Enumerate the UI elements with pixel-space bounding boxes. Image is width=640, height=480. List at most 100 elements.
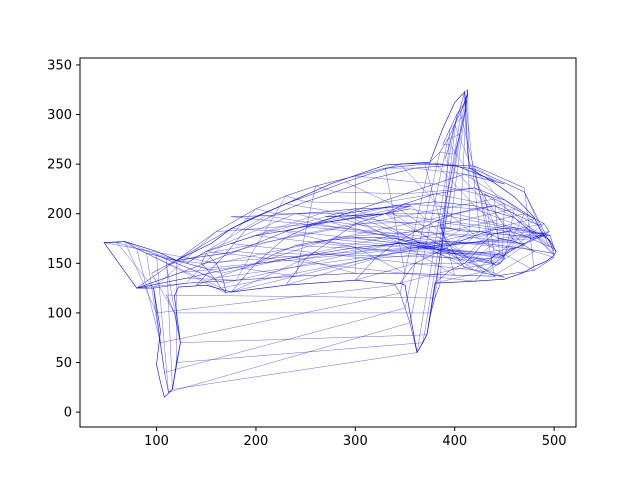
- mesh-link: [355, 175, 376, 179]
- mesh-link: [404, 203, 475, 209]
- mesh-link: [447, 134, 460, 140]
- mesh-link: [136, 248, 227, 294]
- mesh-link: [395, 238, 497, 266]
- mesh-link: [255, 208, 276, 214]
- wireframe-mesh-series: [103, 89, 557, 398]
- mesh-link: [474, 248, 515, 254]
- mesh-link: [335, 191, 406, 195]
- mesh-line-1: [136, 162, 555, 289]
- mesh-link: [500, 213, 525, 264]
- mesh-link: [459, 109, 490, 234]
- mesh-link: [385, 168, 406, 274]
- mesh-link: [494, 205, 550, 240]
- mesh-link: [206, 251, 475, 282]
- mesh-link: [295, 185, 316, 277]
- mesh-link: [146, 253, 165, 373]
- mesh-link: [449, 124, 455, 130]
- mesh-link: [414, 241, 493, 264]
- y-tick-label: 300: [47, 108, 72, 123]
- mesh-link: [454, 114, 465, 125]
- mesh-link: [285, 231, 356, 248]
- mesh-link: [474, 166, 495, 277]
- mesh-link: [426, 92, 468, 335]
- mesh-link: [416, 124, 455, 353]
- mesh-link: [206, 198, 495, 254]
- mesh-link: [439, 129, 450, 286]
- mesh-link: [434, 271, 485, 284]
- mesh-link: [474, 165, 495, 182]
- y-tick-label: 350: [47, 58, 72, 73]
- mesh-link: [325, 213, 386, 217]
- mesh-link: [315, 185, 336, 193]
- mesh-line-16: [439, 228, 535, 252]
- mesh-link: [231, 243, 485, 272]
- mesh-link: [414, 167, 465, 175]
- mesh-link: [454, 231, 480, 254]
- mesh-link: [166, 258, 173, 390]
- mesh-link: [395, 205, 445, 242]
- mesh-link: [524, 191, 550, 247]
- mesh-link: [275, 253, 491, 259]
- mesh-link: [172, 352, 418, 390]
- mesh-link: [424, 164, 455, 276]
- mesh-link: [216, 203, 505, 264]
- mesh-link: [375, 253, 435, 259]
- mesh-line-23: [484, 193, 550, 239]
- mesh-link: [355, 208, 465, 268]
- mesh-link: [484, 245, 525, 274]
- x-tick-label: 400: [442, 434, 467, 449]
- axes-frame: [79, 57, 577, 428]
- y-tick-label: 50: [55, 356, 72, 371]
- mesh-link: [502, 203, 505, 256]
- mesh-link: [434, 183, 505, 200]
- mesh-line-15: [439, 223, 505, 278]
- mesh-link: [166, 258, 207, 269]
- mesh-link: [449, 263, 495, 271]
- mesh-link: [449, 231, 470, 246]
- x-tick-label: 300: [343, 434, 368, 449]
- mesh-link: [305, 243, 396, 259]
- mesh-outline-line: [103, 91, 557, 398]
- mesh-link: [166, 253, 207, 266]
- mesh-link: [116, 242, 222, 274]
- mesh-line-6: [196, 164, 495, 286]
- mesh-link: [168, 322, 411, 393]
- mesh-link: [355, 247, 406, 274]
- mesh-link: [176, 260, 202, 264]
- mesh-line-8: [285, 187, 535, 286]
- mesh-link: [231, 216, 445, 239]
- mesh-link: [444, 230, 460, 239]
- mesh-link: [434, 193, 495, 206]
- mesh-link: [136, 248, 161, 343]
- mesh-link: [186, 278, 237, 281]
- mesh-link: [265, 215, 450, 246]
- mesh-link: [330, 213, 386, 222]
- mesh-link: [461, 99, 467, 110]
- mesh-link: [424, 163, 455, 166]
- mesh-link: [156, 255, 169, 393]
- mesh-link: [459, 233, 490, 262]
- mesh-link: [176, 342, 423, 363]
- mesh-link: [504, 199, 540, 226]
- mesh-link: [375, 193, 435, 204]
- mesh-link: [474, 169, 515, 218]
- mesh-line-20: [153, 288, 181, 393]
- y-tick-label: 150: [47, 257, 72, 272]
- mesh-link: [409, 139, 448, 323]
- y-tick-label: 100: [47, 306, 72, 321]
- mesh-link: [295, 257, 356, 274]
- y-tick-label: 200: [47, 207, 72, 222]
- mesh-link: [124, 241, 157, 313]
- mesh-link: [400, 270, 450, 284]
- mesh-link: [345, 203, 406, 214]
- y-tick-label: 0: [64, 406, 72, 421]
- y-axis-ticks: 0 50 100 150 200 250 300 350: [47, 58, 80, 421]
- mesh-link: [496, 218, 535, 266]
- mesh-link: [467, 89, 470, 232]
- mesh-link: [409, 208, 551, 236]
- x-axis-ticks: 100 200 300 400 500: [144, 427, 567, 449]
- mesh-link: [484, 243, 535, 271]
- mesh-link: [404, 187, 475, 195]
- mesh-link: [285, 258, 376, 286]
